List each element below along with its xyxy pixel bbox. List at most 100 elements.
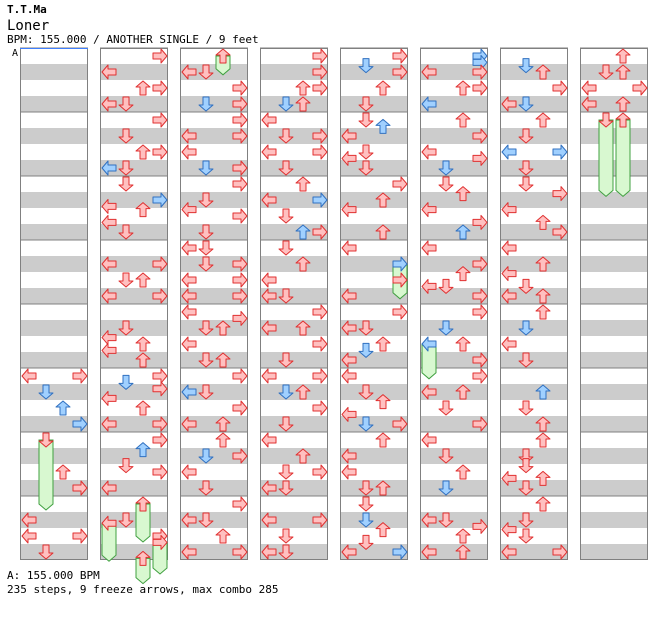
beat-stripe (20, 256, 88, 272)
freeze-arrow (421, 343, 437, 380)
beat-stripe (420, 192, 488, 208)
column-border (420, 48, 488, 560)
beat-stripe (340, 512, 408, 528)
beat-stripe (260, 64, 328, 80)
beat-stripe (420, 480, 488, 496)
beat-stripe (420, 352, 488, 368)
beat-stripe (260, 544, 328, 560)
beat-stripe (500, 320, 568, 336)
bpm-difficulty-line: BPM: 155.000 / ANOTHER SINGLE / 9 feet (7, 33, 259, 46)
beat-stripe (100, 512, 168, 528)
beat-stripe (100, 224, 168, 240)
beat-stripe (180, 224, 248, 240)
beat-stripe (100, 416, 168, 432)
beat-stripe (100, 96, 168, 112)
beat-stripe (340, 448, 408, 464)
column-border (580, 48, 648, 560)
beat-stripe (20, 352, 88, 368)
column-border (260, 48, 328, 560)
beat-stripe (100, 320, 168, 336)
beat-stripe (100, 480, 168, 496)
beat-stripe (500, 96, 568, 112)
beat-stripe (20, 192, 88, 208)
beat-stripe (420, 256, 488, 272)
beat-stripe (340, 352, 408, 368)
beat-stripe (500, 480, 568, 496)
beat-stripe (580, 352, 648, 368)
artist-name: T.T.Ma (7, 3, 47, 16)
beat-stripe (20, 160, 88, 176)
beat-stripe (20, 224, 88, 240)
beat-stripe (500, 192, 568, 208)
beat-stripe (580, 544, 648, 560)
chart-column (100, 47, 168, 560)
column-border (340, 48, 408, 560)
freeze-arrow (135, 503, 151, 543)
beat-stripe (340, 96, 408, 112)
chart-column (20, 47, 88, 560)
freeze-arrow (101, 522, 117, 562)
beat-stripe (420, 64, 488, 80)
beat-stripe (580, 320, 648, 336)
beat-stripe (580, 160, 648, 176)
beat-stripe (420, 384, 488, 400)
beat-stripe (20, 544, 88, 560)
beat-stripe (340, 544, 408, 560)
beat-stripe (420, 224, 488, 240)
chart-column (180, 47, 248, 560)
beat-stripe (420, 512, 488, 528)
beat-stripe (580, 448, 648, 464)
beat-stripe (100, 544, 168, 560)
beat-stripe (100, 64, 168, 80)
beat-stripe (340, 64, 408, 80)
beat-stripe (340, 224, 408, 240)
beat-stripe (260, 384, 328, 400)
beat-stripe (500, 256, 568, 272)
beat-stripe (340, 384, 408, 400)
beat-stripe (260, 128, 328, 144)
beat-stripe (100, 256, 168, 272)
beat-stripe (180, 416, 248, 432)
beat-stripe (100, 192, 168, 208)
freeze-arrow (38, 439, 54, 511)
beat-stripe (580, 64, 648, 80)
beat-stripe (260, 224, 328, 240)
beat-stripe (420, 544, 488, 560)
beat-stripe (260, 256, 328, 272)
beat-stripe (20, 416, 88, 432)
chart-column (500, 47, 568, 560)
beat-stripe (580, 128, 648, 144)
beat-stripe (260, 320, 328, 336)
beat-stripe (180, 320, 248, 336)
beat-stripe (100, 352, 168, 368)
beat-stripe (100, 160, 168, 176)
beat-stripe (580, 416, 648, 432)
beat-stripe (100, 448, 168, 464)
beat-stripe (20, 128, 88, 144)
beat-stripe (580, 288, 648, 304)
beat-stripe (260, 352, 328, 368)
beat-stripe (580, 224, 648, 240)
beat-stripe (420, 288, 488, 304)
beat-stripe (260, 512, 328, 528)
beat-stripe (340, 128, 408, 144)
beat-stripe (500, 416, 568, 432)
footer-bpm-line: A: 155.000 BPM (7, 569, 100, 582)
beat-stripe (260, 96, 328, 112)
beat-stripe (500, 64, 568, 80)
beat-stripe (340, 160, 408, 176)
chart-column (340, 47, 408, 560)
column-border (100, 48, 168, 560)
freeze-arrow (152, 541, 168, 575)
beat-stripe (20, 96, 88, 112)
beat-stripe (500, 544, 568, 560)
beat-stripe (580, 256, 648, 272)
beat-stripe (420, 160, 488, 176)
beat-stripe (500, 384, 568, 400)
footer-stats-line: 235 steps, 9 freeze arrows, max combo 28… (7, 583, 279, 596)
beat-stripe (20, 288, 88, 304)
beat-stripe (180, 544, 248, 560)
beat-stripe (20, 64, 88, 80)
beat-stripe (180, 160, 248, 176)
chart-column (260, 47, 328, 560)
